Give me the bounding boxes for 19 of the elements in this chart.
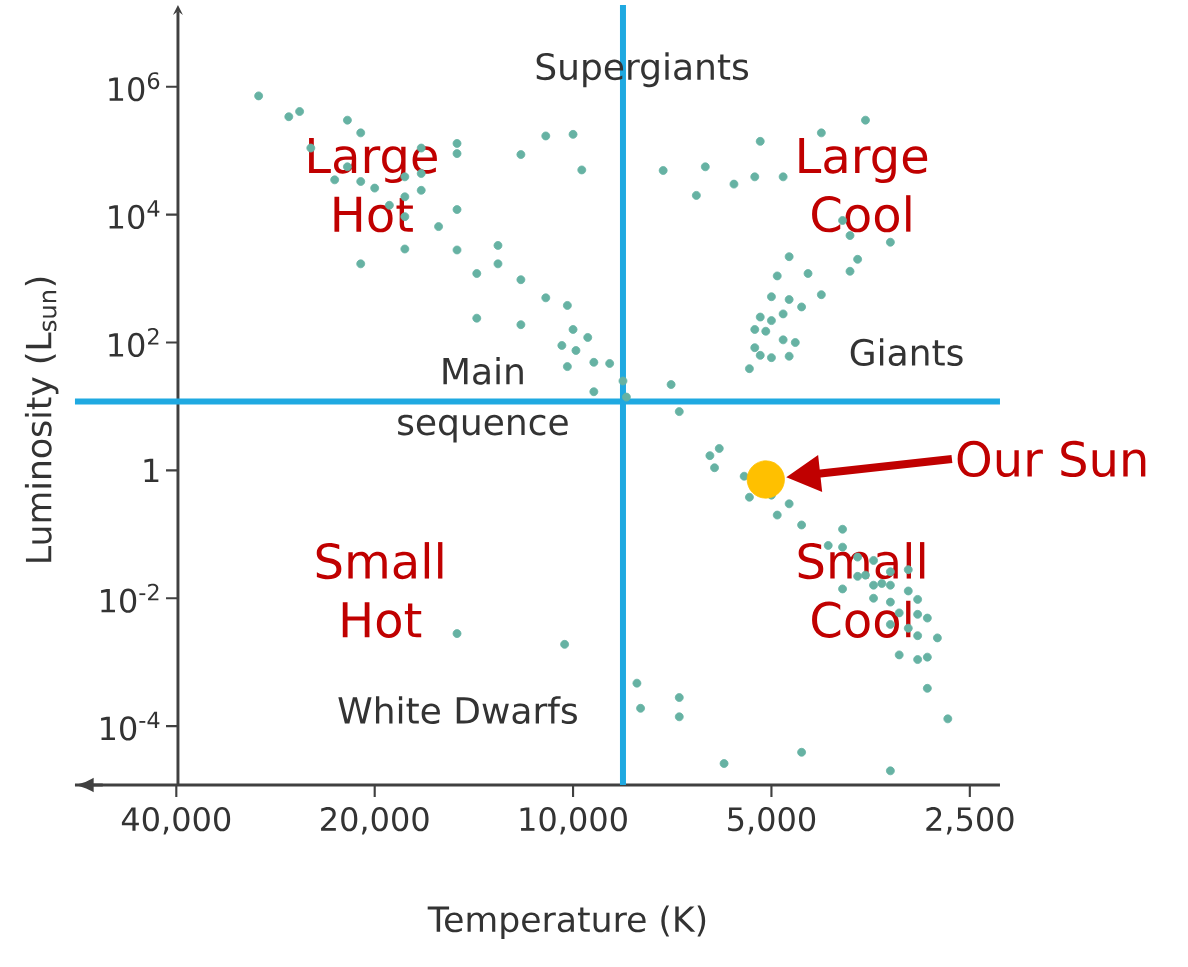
x-tick-label: 5,000 (728, 807, 816, 835)
y-tick-label: 10$^{-4}$ (101, 711, 160, 741)
x-tick-label: 2,500 (926, 807, 1014, 835)
y-tick-label: 10$^{6}$ (109, 72, 160, 102)
x-tick-label: 20,000 (321, 807, 429, 835)
annotation: Large Cool (799, 138, 928, 233)
y-tick-label: 1 (144, 458, 159, 483)
annotation: Giants (850, 338, 963, 367)
x-axis-title: Temperature (K) (427, 905, 706, 940)
y-tick-label: 10$^{-2}$ (101, 583, 159, 613)
text: Our Sun (957, 440, 1146, 478)
x-tick-label: 10,000 (520, 807, 627, 835)
annotation: Small Hot (316, 542, 443, 638)
annotation: Main sequence (398, 356, 568, 443)
annotation: White Dwarfs (338, 696, 577, 725)
x-tick-label: 40,000 (121, 807, 231, 835)
y-tick-label: 10$^{4}$ (109, 200, 160, 230)
y-tick-label: 10$^{2}$ (109, 327, 159, 358)
y-axis-title: Luminosity (L$_{sun}$) (24, 277, 59, 562)
